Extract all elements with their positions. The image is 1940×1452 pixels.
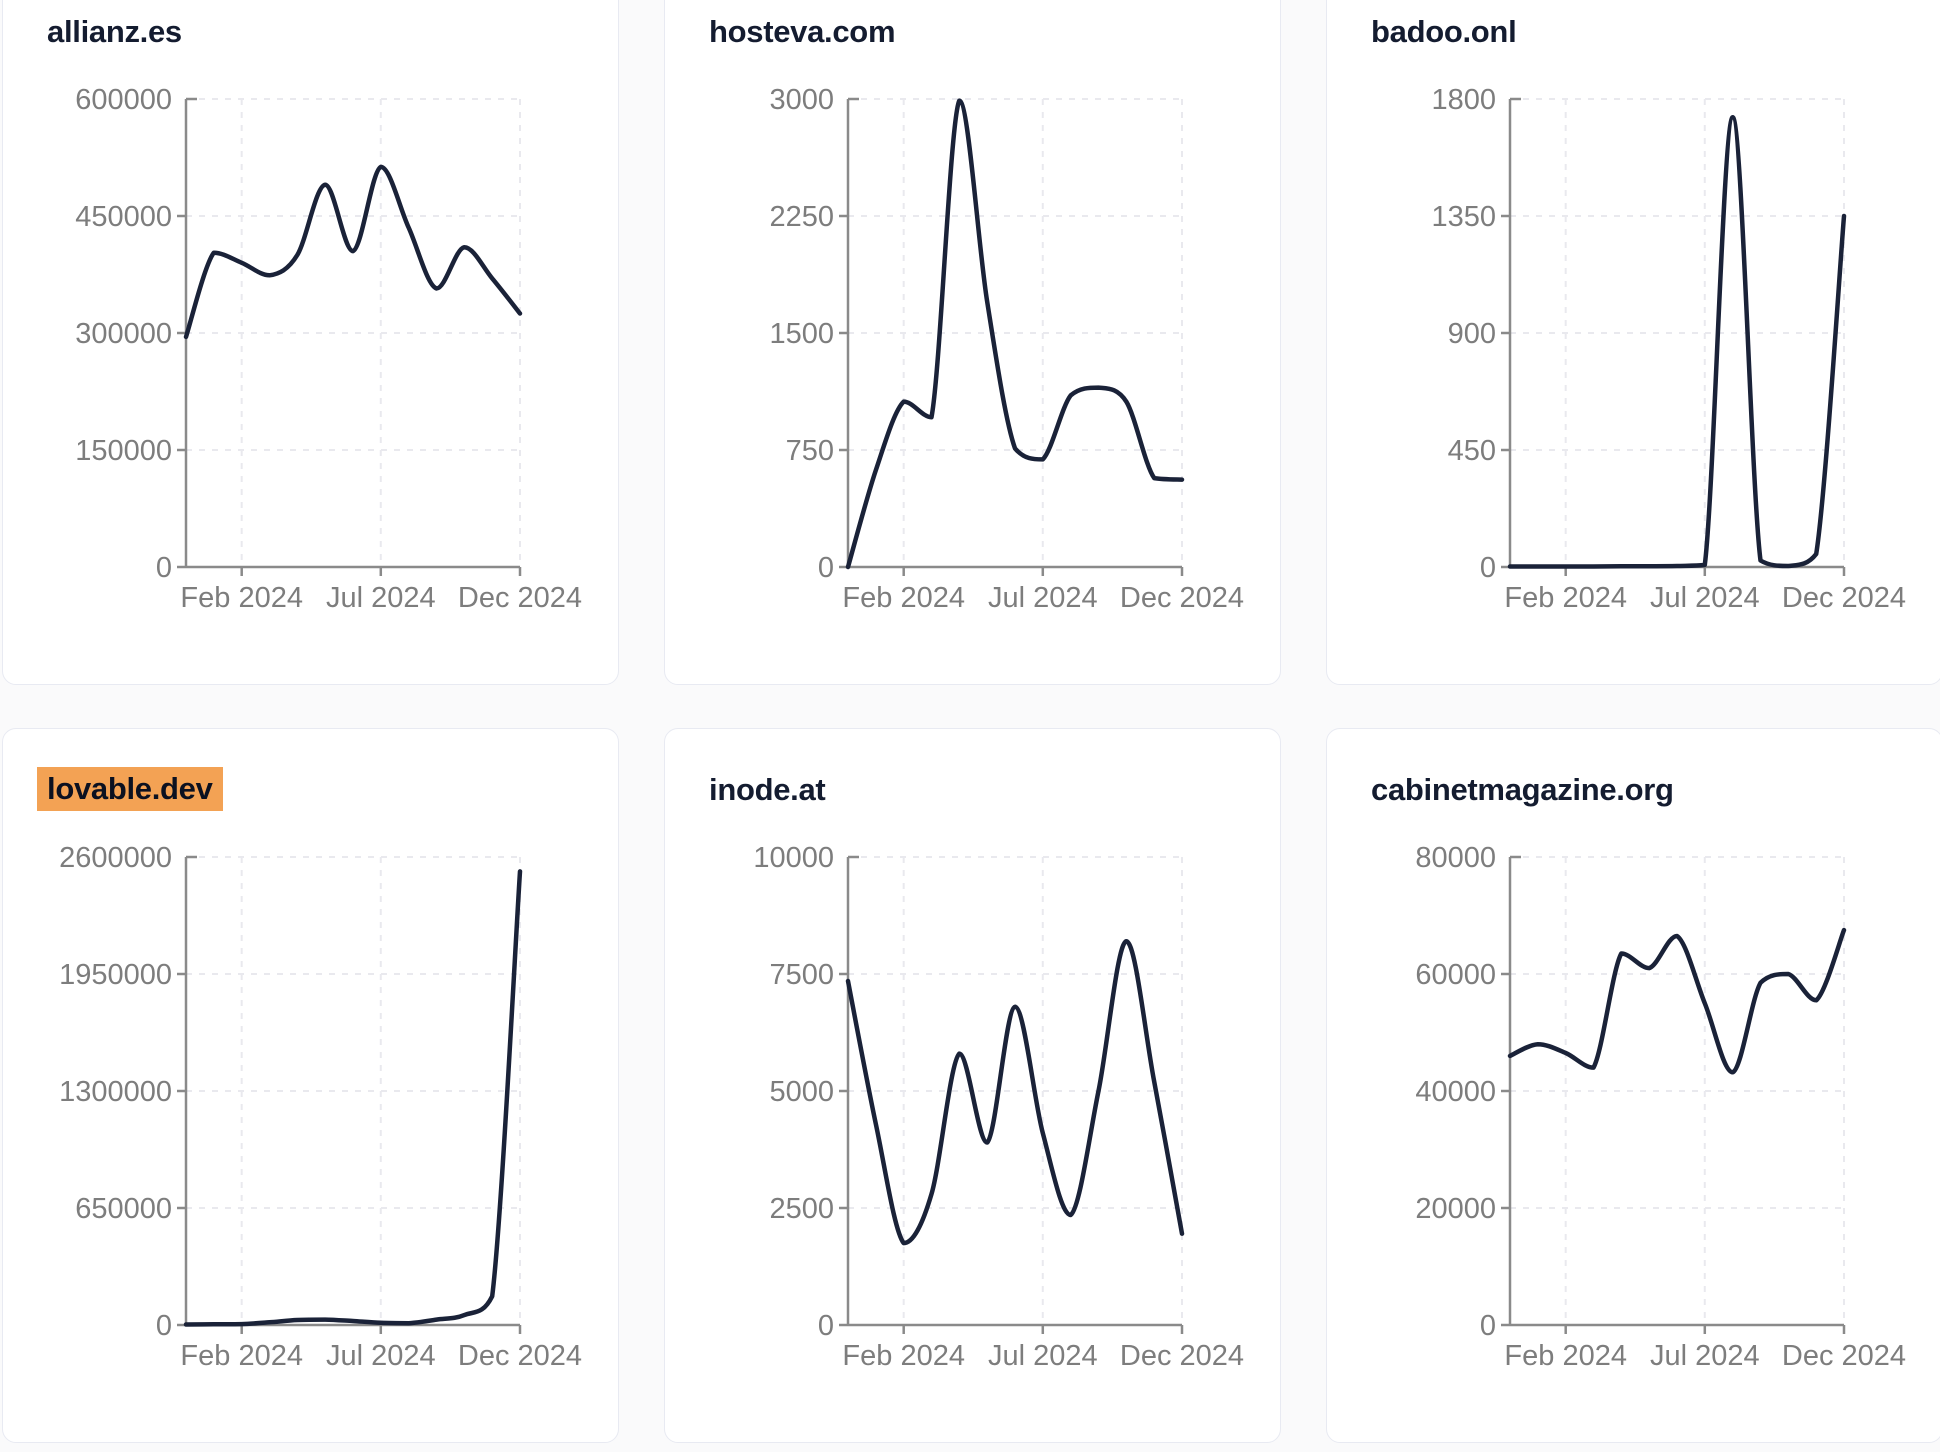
series-line [845,98,1185,570]
x-tick-label: Jul 2024 [988,1340,1098,1372]
y-tick-label: 750 [786,435,834,467]
y-tick-label: 2250 [769,201,834,233]
x-tick-label: Dec 2024 [1782,582,1906,614]
chart-title: allianz.es [47,14,182,49]
line-chart: 0 450 900 1350 1800 Feb 2024 Jul 2024 Dec 2024 [1431,84,1906,614]
series-line [183,869,523,1327]
x-tick-label: Feb 2024 [1504,1340,1627,1372]
series-line [845,938,1185,1246]
chart-card-allianz: allianz.es 0 150000 300000 450000 600000 Feb … [2,0,619,685]
x-tick-label: Jul 2024 [1650,582,1760,614]
y-tick-label: 10000 [753,842,834,874]
chart-title: hosteva.com [709,14,896,49]
series-line [1507,114,1847,569]
chart-title: badoo.onl [1371,14,1517,49]
x-tick-label: Feb 2024 [1504,582,1627,614]
line-chart: 0 750 1500 2250 3000 Feb 2024 Jul 2024 Dec 2024 [769,84,1244,614]
x-tick-label: Feb 2024 [180,1340,303,1372]
y-tick-label: 1300000 [59,1076,172,1108]
x-tick-label: Jul 2024 [1650,1340,1760,1372]
x-tick-label: Feb 2024 [842,582,965,614]
x-tick-label: Jul 2024 [326,1340,436,1372]
x-tick-label: Jul 2024 [326,582,436,614]
y-tick-label: 5000 [769,1076,834,1108]
line-chart: 0 20000 40000 60000 80000 Feb 2024 Jul 2024 Dec… [1415,842,1906,1372]
line-chart: 0 2500 5000 7500 10000 Feb 2024 Jul 2024 Dec 20… [753,842,1244,1372]
chart-card-cabinetmagazine: cabinetmagazine.org 0 20000 40000 60000 8000… [1326,728,1940,1443]
y-tick-label: 3000 [769,84,834,116]
y-tick-label: 40000 [1415,1076,1496,1108]
y-tick-label: 600000 [75,84,172,116]
x-tick-label: Jul 2024 [988,582,1098,614]
line-chart: 0 650000 1300000 1950000 2600000 Feb 2024 Jul … [59,842,582,1372]
chart-card-hosteva: hosteva.com 0 750 1500 2250 3000 Feb 2024 Jul … [664,0,1281,685]
y-tick-label: 20000 [1415,1193,1496,1225]
x-tick-label: Dec 2024 [458,582,582,614]
chart-title: inode.at [709,772,826,807]
y-tick-label: 7500 [769,959,834,991]
y-tick-label: 80000 [1415,842,1496,874]
y-tick-label: 60000 [1415,959,1496,991]
x-tick-label: Dec 2024 [1120,1340,1244,1372]
y-tick-label: 1350 [1431,201,1496,233]
x-tick-label: Dec 2024 [1120,582,1244,614]
x-tick-label: Feb 2024 [180,582,303,614]
y-tick-label: 2500 [769,1193,834,1225]
y-tick-label: 1950000 [59,959,172,991]
y-tick-label: 150000 [75,435,172,467]
line-chart: 0 150000 300000 450000 600000 Feb 2024 Jul 202… [75,84,582,614]
series-line [1507,927,1847,1075]
y-tick-label: 0 [1480,1310,1496,1342]
chart-card-inode: inode.at 0 2500 5000 7500 10000 Feb 2024 Jul 2… [664,728,1281,1443]
y-tick-label: 450000 [75,201,172,233]
y-tick-label: 450 [1448,435,1496,467]
y-tick-label: 1500 [769,318,834,350]
chart-card-badoo: badoo.onl 0 450 900 1350 1800 Feb 2024 Jul 202… [1326,0,1940,685]
x-tick-label: Dec 2024 [1782,1340,1906,1372]
y-tick-label: 2600000 [59,842,172,874]
series-line [183,164,523,340]
y-tick-label: 1800 [1431,84,1496,116]
y-tick-label: 0 [818,552,834,584]
y-tick-label: 900 [1448,318,1496,350]
y-tick-label: 650000 [75,1193,172,1225]
x-tick-label: Feb 2024 [842,1340,965,1372]
y-tick-label: 0 [818,1310,834,1342]
chart-card-lovable: lovable.dev 0 650000 1300000 1950000 2600000… [2,728,619,1443]
y-tick-label: 300000 [75,318,172,350]
chart-title: lovable.dev [37,767,223,812]
y-tick-label: 0 [1480,552,1496,584]
x-tick-label: Dec 2024 [458,1340,582,1372]
chart-title: cabinetmagazine.org [1371,772,1674,807]
y-tick-label: 0 [156,1310,172,1342]
y-tick-label: 0 [156,552,172,584]
